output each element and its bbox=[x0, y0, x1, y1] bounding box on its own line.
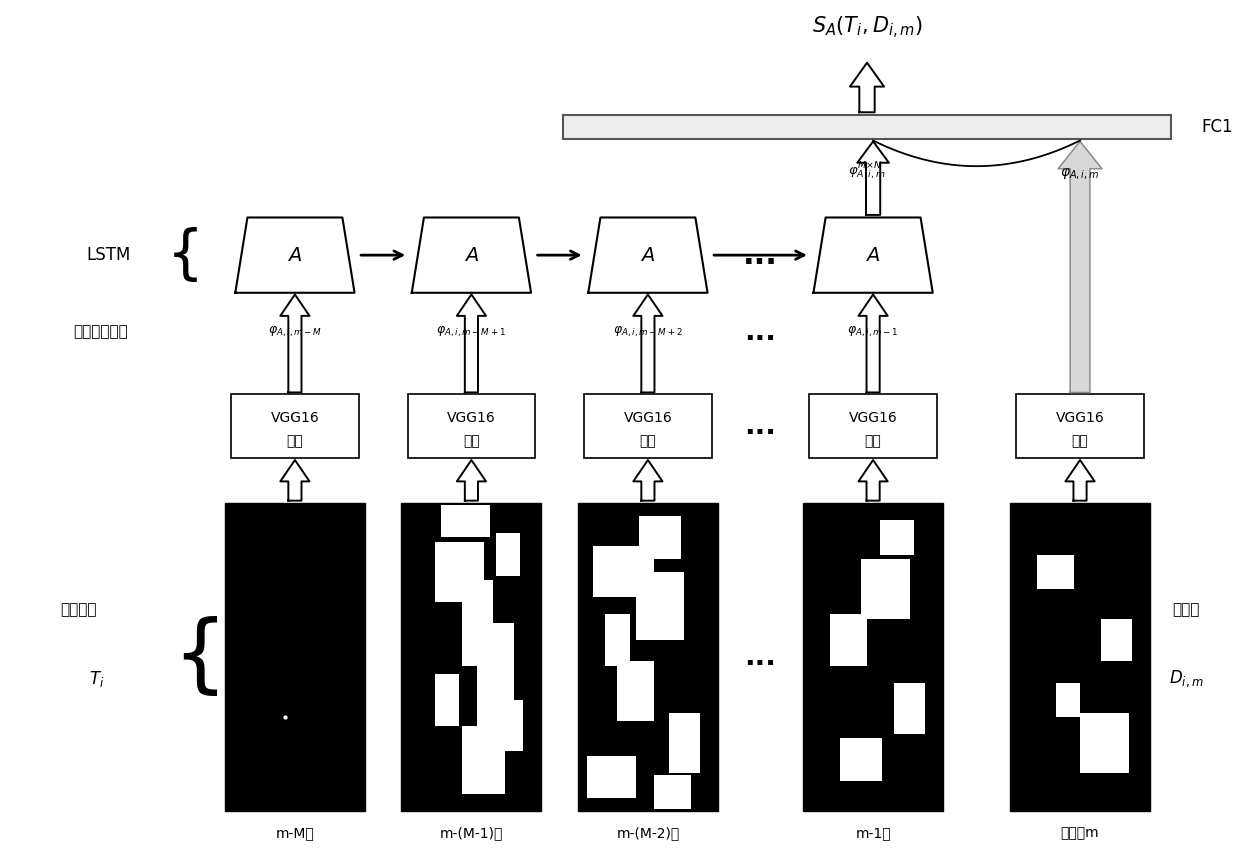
Polygon shape bbox=[456, 460, 486, 500]
Bar bbox=[563, 115, 1172, 139]
Bar bbox=[1101, 619, 1132, 661]
Polygon shape bbox=[280, 460, 310, 500]
Bar bbox=[894, 683, 925, 734]
Text: $\varphi_{A,i,m-M+2}$: $\varphi_{A,i,m-M+2}$ bbox=[613, 325, 683, 339]
Polygon shape bbox=[813, 218, 932, 293]
Bar bbox=[831, 615, 867, 666]
Bar bbox=[804, 503, 944, 811]
Bar bbox=[505, 700, 523, 752]
Polygon shape bbox=[858, 460, 888, 500]
Bar bbox=[861, 559, 910, 619]
Text: ...: ... bbox=[744, 318, 776, 346]
Bar bbox=[653, 775, 691, 809]
Bar bbox=[584, 394, 712, 458]
Polygon shape bbox=[634, 460, 662, 500]
Text: FC1: FC1 bbox=[1202, 118, 1234, 136]
Bar bbox=[408, 394, 536, 458]
Polygon shape bbox=[412, 218, 531, 293]
Text: 当前帧m: 当前帧m bbox=[1060, 827, 1100, 840]
Bar bbox=[441, 505, 490, 537]
Text: 网络: 网络 bbox=[286, 435, 304, 449]
Text: m-M帧: m-M帧 bbox=[275, 827, 314, 840]
Bar bbox=[435, 542, 484, 602]
Bar bbox=[839, 739, 882, 781]
Text: 候选框: 候选框 bbox=[1172, 603, 1199, 617]
Bar bbox=[1016, 394, 1145, 458]
Text: $D_{i,m}$: $D_{i,m}$ bbox=[1168, 668, 1203, 689]
Text: $\varphi_{A,i,m}$: $\varphi_{A,i,m}$ bbox=[1060, 167, 1100, 183]
Text: m-(M-1)帧: m-(M-1)帧 bbox=[440, 827, 503, 840]
Text: VGG16: VGG16 bbox=[624, 411, 672, 424]
Text: $S_A(T_i, D_{i,m})$: $S_A(T_i, D_{i,m})$ bbox=[811, 15, 923, 41]
Text: VGG16: VGG16 bbox=[1055, 411, 1105, 424]
Bar bbox=[1080, 713, 1128, 772]
Text: A: A bbox=[288, 245, 301, 264]
Text: ...: ... bbox=[743, 240, 777, 269]
Bar bbox=[810, 394, 937, 458]
Bar bbox=[880, 520, 914, 554]
Text: m-(M-2)帧: m-(M-2)帧 bbox=[616, 827, 680, 840]
Bar bbox=[1038, 554, 1074, 589]
Text: $\varphi_{A,i,m-1}$: $\varphi_{A,i,m-1}$ bbox=[847, 325, 899, 339]
Bar bbox=[639, 516, 682, 559]
Bar bbox=[496, 533, 520, 576]
Polygon shape bbox=[858, 294, 888, 393]
Bar bbox=[402, 503, 542, 811]
Text: VGG16: VGG16 bbox=[270, 411, 319, 424]
Polygon shape bbox=[280, 294, 310, 393]
Polygon shape bbox=[857, 141, 889, 215]
Text: ...: ... bbox=[744, 643, 776, 672]
Bar bbox=[587, 756, 636, 798]
Text: m-1帧: m-1帧 bbox=[856, 827, 890, 840]
Text: {: { bbox=[167, 226, 203, 283]
Text: $\varphi_{A,i,m}^{M{\times}N}$: $\varphi_{A,i,m}^{M{\times}N}$ bbox=[848, 161, 885, 183]
Text: 网络: 网络 bbox=[640, 435, 656, 449]
Text: {: { bbox=[172, 616, 227, 698]
Text: LSTM: LSTM bbox=[87, 246, 130, 264]
Polygon shape bbox=[1065, 460, 1095, 500]
Bar bbox=[578, 503, 718, 811]
Polygon shape bbox=[456, 294, 486, 393]
Text: A: A bbox=[641, 245, 655, 264]
Bar bbox=[435, 674, 459, 726]
Polygon shape bbox=[634, 294, 662, 393]
Bar bbox=[618, 661, 653, 722]
Bar bbox=[231, 394, 358, 458]
Bar bbox=[463, 580, 492, 666]
Text: 网络: 网络 bbox=[864, 435, 882, 449]
Polygon shape bbox=[588, 218, 708, 293]
Text: 跟踪目标: 跟踪目标 bbox=[60, 603, 97, 617]
Bar bbox=[593, 546, 653, 598]
Text: VGG16: VGG16 bbox=[848, 411, 898, 424]
Text: 外观特征向量: 外观特征向量 bbox=[73, 325, 128, 339]
Polygon shape bbox=[1058, 141, 1102, 393]
Bar bbox=[477, 623, 515, 726]
Polygon shape bbox=[236, 218, 355, 293]
Bar bbox=[1011, 503, 1149, 811]
Text: A: A bbox=[867, 245, 880, 264]
Bar bbox=[670, 713, 699, 772]
Bar bbox=[636, 572, 684, 640]
Text: $\varphi_{A,i,m-M+1}$: $\varphi_{A,i,m-M+1}$ bbox=[436, 325, 506, 339]
Bar bbox=[224, 503, 365, 811]
Text: 网络: 网络 bbox=[463, 435, 480, 449]
Bar bbox=[1055, 683, 1080, 717]
Text: $T_i$: $T_i$ bbox=[89, 669, 104, 689]
Polygon shape bbox=[849, 63, 884, 112]
Text: $\varphi_{A,i,m-M}$: $\varphi_{A,i,m-M}$ bbox=[268, 325, 322, 339]
Text: 网络: 网络 bbox=[1071, 435, 1089, 449]
Text: VGG16: VGG16 bbox=[448, 411, 496, 424]
Text: A: A bbox=[465, 245, 479, 264]
Bar bbox=[463, 726, 505, 794]
Bar bbox=[605, 615, 630, 666]
Text: ...: ... bbox=[744, 412, 776, 440]
Point bbox=[275, 710, 295, 724]
